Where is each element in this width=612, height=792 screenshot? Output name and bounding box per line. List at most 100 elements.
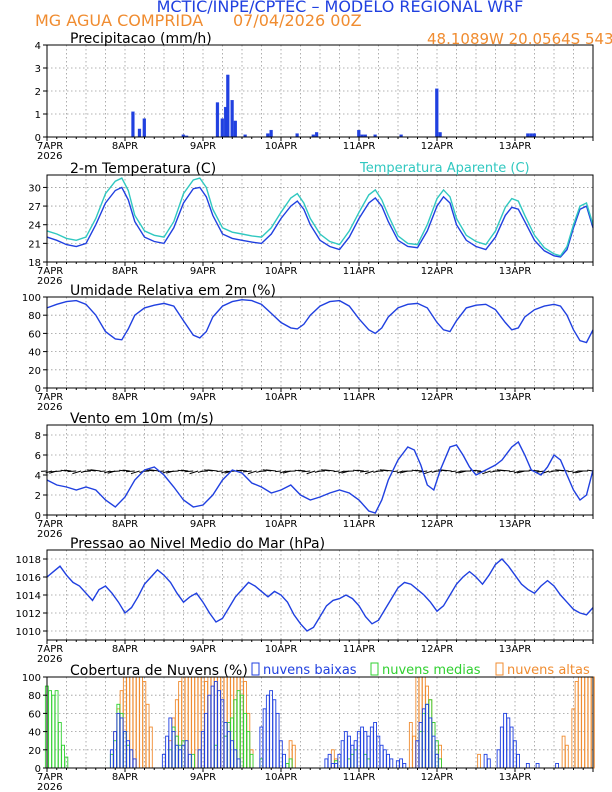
x-tick-label: 11APR — [343, 772, 376, 783]
nuvens-baixas-bar — [525, 763, 530, 769]
x-tick-label: 12APR — [421, 392, 454, 403]
nuvens-baixas-bar — [486, 758, 491, 769]
x-tick-label: 13APR — [499, 392, 532, 403]
x-year-label: 2026 — [37, 151, 62, 162]
x-tick-label: 9APR — [190, 141, 216, 152]
legend-label: Temperatura Aparente (C) — [359, 161, 530, 176]
wind-vector — [275, 470, 282, 473]
nuvens-baixas-bar — [334, 763, 338, 769]
wind-vector — [572, 470, 579, 474]
wind-vector — [90, 469, 101, 472]
wind-vector — [298, 469, 306, 472]
wind-vector — [181, 469, 189, 472]
wind-vector — [109, 470, 121, 473]
panel-title: Precipitacao (mm/h) — [70, 31, 212, 47]
precip-bar — [269, 129, 273, 138]
panel-title: Cobertura de Nuvens (%) — [70, 663, 248, 679]
nuvens-altas-bar — [477, 753, 481, 769]
x-tick-label: 12APR — [421, 644, 454, 655]
nuvens-baixas-bar — [210, 685, 215, 769]
y-tick-label: 60 — [28, 709, 41, 720]
wind-vector — [587, 469, 594, 472]
nuvens-baixas-bar — [499, 726, 504, 769]
y-tick-label: 80 — [28, 691, 41, 702]
y-tick-label: 0 — [35, 511, 41, 522]
page-title: MCTIC/INPE/CPTEC – MODELO REGIONAL WRF — [157, 0, 524, 16]
nuvens-baixas-bar — [275, 712, 280, 769]
wind-vector — [473, 469, 481, 472]
nuvens-baixas-bar — [327, 753, 332, 769]
wind-vector — [324, 469, 335, 472]
nuvens-baixas-bar — [376, 735, 381, 769]
y-tick-label: 40 — [28, 348, 41, 359]
x-tick-label: 8APR — [112, 644, 138, 655]
x-tick-label: 8APR — [112, 772, 138, 783]
nuvens-baixas-bar — [431, 735, 436, 769]
x-tick-label: 11APR — [343, 266, 376, 277]
x-tick-label: 8APR — [112, 266, 138, 277]
x-tick-label: 10APR — [265, 392, 298, 403]
wind-vector — [306, 470, 316, 475]
nuvens-baixas-bar — [126, 740, 130, 769]
x-tick-label: 7APR — [37, 141, 63, 152]
nuvens-baixas-bar — [343, 731, 348, 769]
nuvens-altas-bar — [145, 703, 150, 769]
nuvens-baixas-bar — [109, 749, 114, 769]
nuvens-baixas-bar — [382, 749, 387, 769]
nuvens-baixas-bar — [503, 712, 507, 769]
location-label: MG AGUA COMPRIDA — [35, 11, 203, 30]
rh-line — [46, 298, 594, 344]
wind-vector — [125, 470, 135, 473]
precip-bar — [233, 120, 237, 138]
nuvens-medias-bar — [54, 690, 59, 769]
nuvens-baixas-bar — [165, 735, 169, 769]
x-tick-label: 10APR — [265, 772, 298, 783]
nuvens-baixas-bar — [119, 717, 124, 769]
legend-label: nuvens altas — [507, 663, 590, 678]
nuvens-baixas-bar — [386, 753, 390, 769]
x-tick-label: 7APR — [37, 644, 63, 655]
precip-bar — [131, 111, 135, 138]
wind-panel: 0 2 4 6 8 7APR 8APR 9APR 10APR 11APR 12APR 13APR 202… — [35, 411, 594, 540]
wind-vector — [221, 470, 228, 474]
nuvens-baixas-bar — [360, 726, 364, 769]
wind-vector — [72, 470, 82, 475]
legend-label: nuvens medias — [382, 663, 481, 678]
nuvens-baixas-bar — [233, 749, 238, 769]
nuvens-medias-bar — [48, 690, 52, 769]
wind-vector — [509, 470, 516, 473]
coords-label: 48.1089W 20.0564S 543m — [427, 30, 612, 48]
legend-swatch — [370, 662, 379, 676]
y-tick-label: 20 — [28, 746, 41, 757]
pres-line — [46, 558, 594, 632]
nuvens-baixas-bar — [204, 712, 208, 769]
x-tick-label: 9APR — [190, 519, 216, 530]
nuvens-baixas-bar — [116, 712, 121, 769]
nuvens-baixas-bar — [129, 749, 134, 769]
x-year-label: 2026 — [37, 529, 62, 540]
nuvens-medias-bar — [51, 694, 56, 769]
precip-bar — [137, 128, 142, 138]
wind-vector — [356, 469, 364, 472]
pres-panel: 1010 1012 1014 1016 1018 7APR 8APR 9APR 10APR 11A… — [16, 536, 594, 665]
nuvens-baixas-bar — [509, 726, 514, 769]
x-tick-label: 9APR — [190, 266, 216, 277]
wind-vector — [87, 469, 96, 472]
wind-vector — [301, 470, 311, 473]
nuvens-baixas-bar — [236, 758, 241, 769]
temp-line — [46, 186, 594, 258]
nuvens-baixas-bar — [506, 717, 511, 769]
nuvens-medias-bar — [57, 722, 62, 769]
x-tick-label: 8APR — [112, 519, 138, 530]
x-tick-label: 10APR — [265, 141, 298, 152]
nuvens-baixas-bar — [330, 763, 335, 769]
x-tick-label: 7APR — [37, 266, 63, 277]
nuvens-baixas-bar — [555, 763, 559, 769]
precip-bar — [266, 133, 270, 138]
wind-vector — [558, 469, 569, 472]
x-tick-label: 9APR — [190, 772, 216, 783]
y-tick-label: 60 — [28, 329, 41, 340]
wind-vector — [535, 470, 545, 473]
x-tick-label: 13APR — [499, 644, 532, 655]
wind-vector — [145, 469, 155, 472]
